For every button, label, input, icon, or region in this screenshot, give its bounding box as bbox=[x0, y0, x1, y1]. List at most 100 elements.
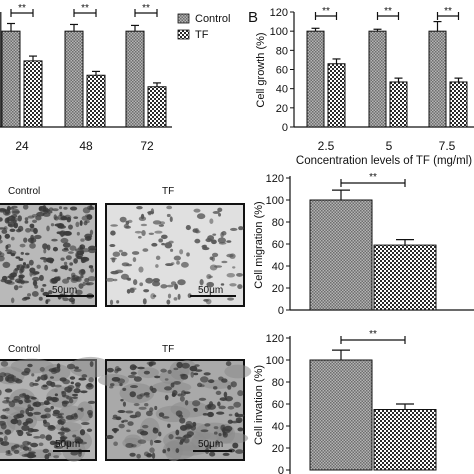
cell-dot bbox=[15, 256, 21, 259]
cell-dot bbox=[0, 360, 9, 367]
cell-dot bbox=[105, 435, 114, 440]
cell-dot bbox=[203, 372, 211, 376]
cell-dot bbox=[75, 384, 81, 389]
cell-dot bbox=[117, 378, 126, 384]
cell-dot bbox=[132, 365, 138, 369]
cell-dot bbox=[166, 213, 171, 218]
cell-dot bbox=[48, 290, 53, 295]
cell-dot bbox=[0, 227, 7, 230]
cell-dot bbox=[176, 260, 180, 265]
panel-a-significance-label: ** bbox=[142, 3, 150, 14]
cell-dot bbox=[127, 374, 136, 379]
cell-dot bbox=[24, 252, 30, 256]
cell-dot bbox=[26, 433, 33, 437]
cell-dot bbox=[212, 233, 217, 236]
panel-b-y-tick-label: 80 bbox=[276, 45, 288, 57]
cell-dot bbox=[21, 297, 28, 301]
panel-c-y-tick-label: 20 bbox=[272, 283, 284, 295]
cell-dot bbox=[120, 251, 128, 257]
cell-dot bbox=[199, 279, 204, 286]
cell-dot bbox=[29, 242, 36, 249]
panel-a-bar-tf-72 bbox=[147, 86, 167, 128]
cell-dot bbox=[45, 298, 51, 302]
cell-dot bbox=[29, 223, 35, 229]
cell-dot bbox=[0, 217, 3, 222]
cell-dot bbox=[176, 361, 183, 369]
cell-dot bbox=[47, 452, 52, 457]
cell-dot bbox=[60, 257, 65, 261]
cell-dot bbox=[192, 421, 197, 427]
cell-dot bbox=[72, 434, 77, 438]
panel-b-x-axis-label: Concentration levels of TF (mg/ml) bbox=[296, 155, 472, 167]
cell-dot bbox=[211, 252, 219, 258]
cell-dot bbox=[24, 367, 31, 374]
cell-dot bbox=[68, 268, 73, 272]
cell-dot bbox=[19, 243, 26, 248]
cell-dot bbox=[227, 385, 232, 390]
cell-dot bbox=[51, 367, 57, 373]
cell-dot bbox=[27, 215, 35, 219]
cell-dot bbox=[46, 210, 53, 214]
cell-dot bbox=[0, 439, 4, 445]
cell-dot bbox=[90, 267, 95, 273]
cell-dot bbox=[237, 427, 244, 432]
cell-dot bbox=[235, 449, 244, 454]
cell-dot bbox=[42, 284, 47, 287]
cell-dot bbox=[136, 453, 141, 459]
cell-dot bbox=[202, 412, 208, 416]
panel-b-significance-label: ** bbox=[322, 6, 330, 17]
cell-dot bbox=[64, 214, 72, 221]
cell-dot bbox=[137, 366, 145, 370]
panel-c-bar-control bbox=[309, 199, 373, 311]
cell-dot bbox=[1, 229, 8, 234]
cell-dot bbox=[205, 298, 212, 305]
cell-dot bbox=[80, 238, 85, 242]
panel-c-chart: 0 20 40 60 80 100 120 ** Cell migration (%) bbox=[253, 172, 474, 317]
cell-dot bbox=[85, 219, 90, 224]
cell-dot bbox=[50, 405, 54, 410]
cell-dot bbox=[196, 213, 206, 220]
cell-dot bbox=[179, 373, 186, 377]
cell-dot bbox=[193, 372, 199, 376]
cell-dot bbox=[42, 419, 47, 424]
cell-dot bbox=[112, 251, 121, 257]
cell-dot bbox=[88, 265, 94, 269]
cell-dot bbox=[169, 216, 173, 223]
cell-dot bbox=[179, 441, 184, 445]
cell-dot bbox=[81, 248, 90, 253]
cell-dot bbox=[127, 421, 134, 426]
cell-dot bbox=[226, 240, 232, 243]
cell-dot bbox=[76, 231, 80, 236]
cell-dot bbox=[45, 257, 55, 263]
cell-dot bbox=[54, 268, 58, 273]
cell-dot bbox=[173, 380, 181, 385]
panel-c-y-tick-label: 80 bbox=[272, 217, 284, 229]
panel-d-y-tick-label: 60 bbox=[272, 399, 284, 411]
cell-dot bbox=[68, 224, 73, 230]
cell-dot bbox=[73, 368, 82, 372]
scale-bar-label: 50μm bbox=[198, 285, 223, 296]
cell-dot bbox=[30, 428, 39, 433]
cell-dot bbox=[159, 221, 166, 225]
cell-dot bbox=[181, 390, 187, 397]
cell-dot bbox=[18, 285, 23, 289]
cell-dot bbox=[177, 293, 181, 300]
cell-dot bbox=[89, 360, 94, 367]
panel-d-y-tick-label: 20 bbox=[272, 443, 284, 455]
cell-dot bbox=[62, 379, 71, 385]
panel-c-significance-label: ** bbox=[369, 172, 377, 183]
cell-dot bbox=[57, 214, 66, 221]
cell-dot bbox=[62, 242, 71, 248]
cell-dot bbox=[217, 207, 223, 213]
cell-dot bbox=[54, 393, 59, 397]
cell-dot bbox=[27, 412, 34, 417]
cell-dot bbox=[162, 416, 170, 419]
cell-dot bbox=[68, 297, 76, 303]
cell-dot bbox=[227, 419, 233, 424]
cell-dot bbox=[137, 235, 142, 239]
cell-dot bbox=[53, 214, 57, 220]
cell-dot bbox=[166, 205, 173, 210]
cell-dot bbox=[230, 381, 237, 388]
cell-dot bbox=[5, 375, 10, 382]
